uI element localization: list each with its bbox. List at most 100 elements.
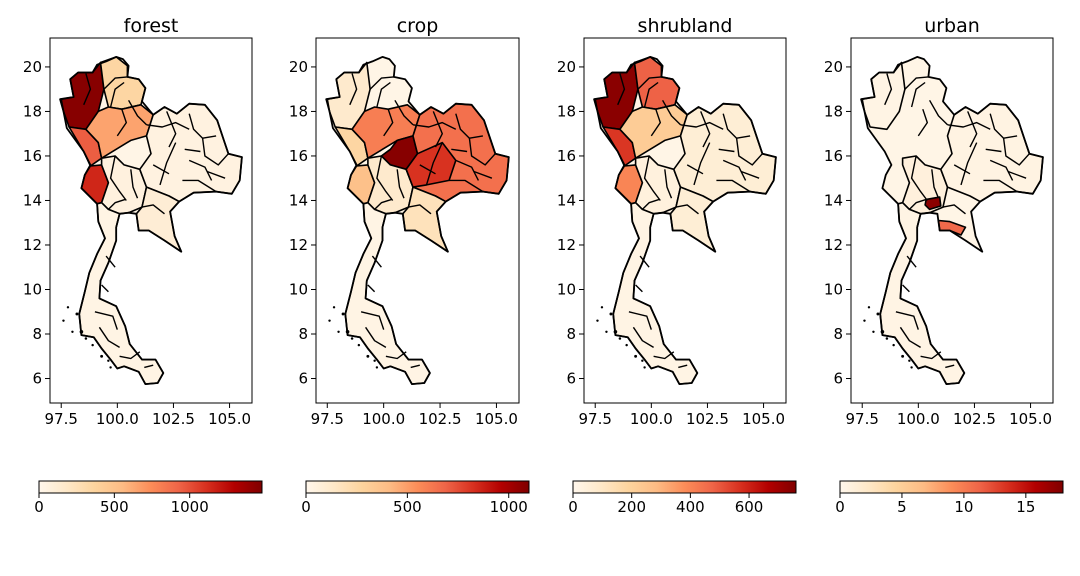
province-border: [188, 159, 213, 181]
province-border: [953, 164, 971, 175]
island-marker: [75, 312, 79, 316]
province-border: [899, 326, 921, 349]
province-border: [116, 108, 128, 137]
province-border: [664, 169, 673, 199]
island-marker: [337, 330, 340, 333]
y-tick-label: 6: [566, 370, 576, 388]
province-border: [94, 311, 118, 330]
island-marker: [892, 343, 895, 347]
province-border: [410, 364, 420, 369]
y-tick-label: 14: [557, 191, 576, 209]
x-tick-label: 102.5: [419, 410, 462, 428]
province-border: [383, 108, 394, 137]
colorbar-tick-label: 10: [954, 498, 973, 516]
province-border: [105, 255, 116, 268]
y-tick-label: 20: [824, 58, 843, 76]
province-border: [895, 311, 919, 330]
province-border: [455, 113, 484, 139]
province-border: [109, 155, 127, 201]
island-marker: [863, 319, 866, 322]
colorbar-tick-label: 1000: [171, 498, 209, 516]
x-tick-label: 97.5: [846, 410, 879, 428]
province-border: [960, 142, 978, 186]
province-border: [722, 159, 747, 181]
island-marker: [345, 329, 350, 334]
x-tick-label: 100.0: [96, 410, 139, 428]
island-marker: [613, 329, 618, 334]
province-border: [365, 326, 387, 349]
y-tick-label: 20: [557, 58, 576, 76]
province-border: [127, 99, 147, 126]
colorbar-tick-label: 1000: [490, 498, 528, 516]
y-tick-label: 16: [824, 147, 843, 165]
province-border: [910, 155, 928, 201]
province-border: [628, 311, 652, 330]
province-border: [412, 121, 457, 130]
x-tick-label: 102.5: [152, 410, 195, 428]
province-border: [902, 284, 910, 293]
colorbar-tick-label: 500: [100, 498, 129, 516]
y-tick-label: 12: [824, 236, 843, 254]
colorbar: [305, 480, 530, 494]
island-marker: [107, 359, 110, 362]
province-border: [639, 255, 650, 268]
x-tick-label: 102.5: [953, 410, 996, 428]
y-tick-label: 16: [23, 147, 42, 165]
province-border: [740, 170, 760, 179]
province-border: [83, 73, 92, 106]
island-marker: [908, 359, 911, 362]
province-border: [635, 284, 643, 293]
province-border: [109, 81, 125, 108]
province-border: [906, 255, 917, 268]
x-tick-label: 102.5: [686, 410, 729, 428]
country-outline: [593, 56, 777, 386]
province-border: [917, 108, 928, 137]
colorbar: [839, 480, 1064, 494]
province-border: [374, 198, 392, 210]
colorbar-tick-label: 500: [393, 498, 422, 516]
y-tick-label: 18: [289, 102, 308, 120]
province-border: [130, 169, 139, 199]
panel-title: forest: [124, 15, 179, 37]
province-border: [184, 148, 201, 153]
panel-title: crop: [397, 15, 439, 37]
colorbar-tick-label: 5: [897, 498, 907, 516]
y-tick-label: 14: [289, 191, 308, 209]
province-border: [1007, 170, 1027, 179]
island-marker: [643, 366, 646, 369]
province-border: [910, 81, 926, 108]
island-marker: [71, 330, 74, 333]
map-panel-forest: forest 97.5 100.0 102.5 105.0 6 8 10 12 14 16 18 20 0…: [23, 15, 263, 516]
island-marker: [109, 366, 112, 369]
x-tick-label: 100.0: [897, 410, 940, 428]
province-border: [632, 326, 654, 349]
island-marker: [366, 354, 370, 358]
province-border: [643, 155, 661, 201]
y-tick-label: 14: [824, 191, 843, 209]
province-border: [722, 113, 751, 139]
colorbar: [38, 480, 263, 494]
province-border: [107, 198, 126, 210]
province-border: [945, 364, 955, 369]
island-marker: [84, 337, 88, 340]
y-tick-label: 8: [566, 325, 576, 343]
island-marker: [885, 337, 889, 340]
colorbar-tick-label: 400: [676, 498, 705, 516]
province-border: [661, 99, 681, 126]
y-tick-label: 18: [23, 102, 42, 120]
colorbar: [572, 480, 797, 494]
y-tick-label: 8: [833, 325, 843, 343]
island-marker: [618, 337, 622, 340]
x-tick-label: 105.0: [742, 410, 785, 428]
province-border: [101, 284, 109, 293]
map-panel-shrubland: shrubland 97.5 100.0 102.5 105.0 6 8 10 12 14 16 18…: [557, 15, 797, 516]
x-tick-label: 100.0: [362, 410, 405, 428]
island-marker: [79, 329, 84, 334]
x-tick-label: 100.0: [630, 410, 673, 428]
province-border: [928, 99, 948, 126]
y-tick-label: 10: [824, 280, 843, 298]
province-border: [455, 159, 480, 181]
province-border: [942, 204, 966, 215]
island-marker: [373, 359, 376, 362]
island-marker: [625, 343, 628, 347]
